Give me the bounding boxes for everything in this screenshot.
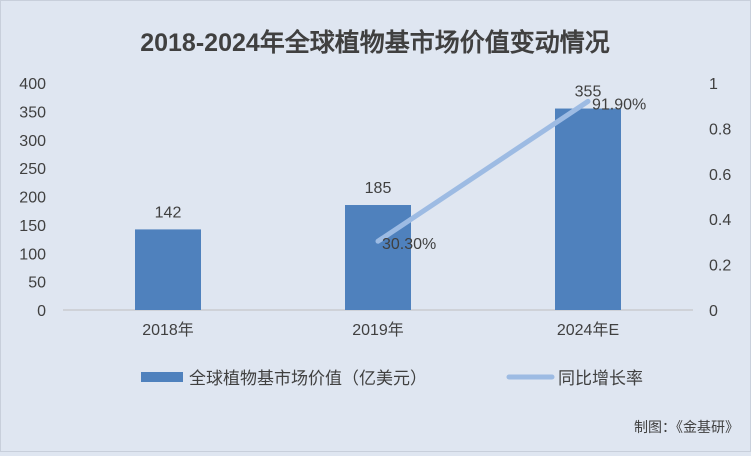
y-left-tick-label: 400 [19,76,46,93]
y-right-tick-label: 0 [709,303,718,320]
chart-title: 2018-2024年全球植物基市场价值变动情况 [140,28,610,57]
bar-data-label: 142 [155,204,182,221]
line-data-label: 30.30% [382,236,436,253]
x-axis: 2018年 2019年 2024年E [142,321,619,339]
line-series: 30.30% 91.90% [375,96,646,253]
x-tick-label: 2024年E [557,321,619,339]
legend-label-bar: 全球植物基市场价值（亿美元） [189,369,427,388]
legend-swatch-bar [141,372,183,382]
x-tick-label: 2018年 [142,321,194,339]
bar-data-label: 355 [575,84,602,101]
y-left-tick-label: 350 [19,104,46,121]
y-left-tick-label: 200 [19,190,46,207]
bar [345,205,411,310]
legend-label-line: 同比增长率 [558,369,643,388]
growth-line [375,98,591,244]
y-left-tick-label: 150 [19,218,46,235]
y-right-tick-label: 1 [709,76,718,93]
y-right-tick-label: 0.2 [709,258,731,275]
bar [555,108,621,310]
right-axis: 0 0.2 0.4 0.6 0.8 1 [709,76,731,320]
y-left-tick-label: 100 [19,246,46,263]
legend: 全球植物基市场价值（亿美元） 同比增长率 [141,369,643,388]
y-right-tick-label: 0.6 [709,167,731,184]
y-left-tick-label: 250 [19,161,46,178]
line-data-label: 91.90% [592,96,646,113]
y-right-tick-label: 0.4 [709,212,731,229]
left-axis: 0 50 100 150 200 250 300 350 400 [19,76,46,320]
bar [135,229,201,310]
y-left-tick-label: 0 [37,303,46,320]
y-right-tick-label: 0.8 [709,121,731,138]
source-note: 制图：《金基研》 [634,419,739,435]
y-left-tick-label: 50 [28,275,46,292]
y-left-tick-label: 300 [19,133,46,150]
x-tick-label: 2019年 [352,321,404,339]
bar-data-label: 185 [365,180,392,197]
bar-series: 142 185 355 [135,84,621,310]
